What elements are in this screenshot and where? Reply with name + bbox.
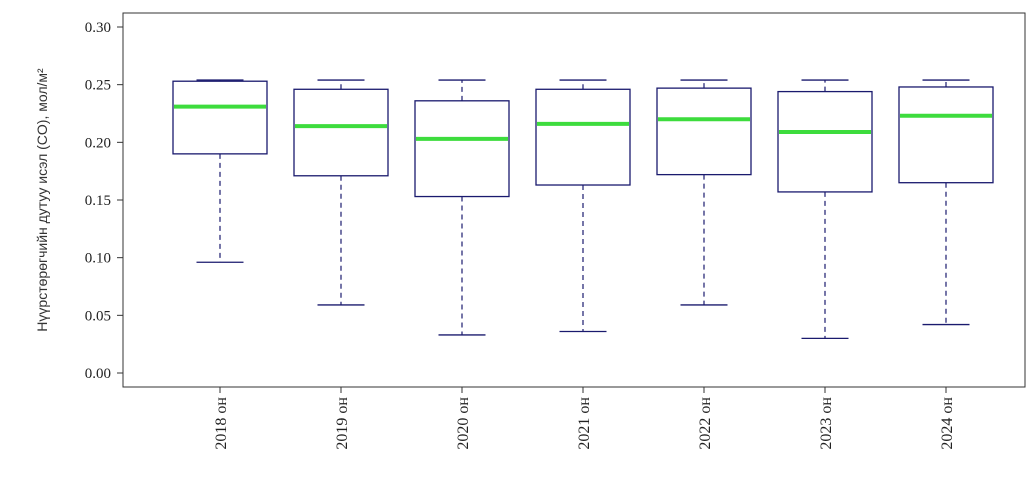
y-axis-label: Нүүрстөрөгчийн дутуу исэл (CO), мол/м² [34,68,50,332]
box-2022-он [656,79,752,306]
iqr-box [898,86,994,184]
x-tick-label: 2019 он [334,397,351,450]
y-tick-label: 0.25 [85,78,111,94]
y-axis: 0.00 0.05 0.10 0.15 0.20 0.25 0.30 [85,20,123,382]
y-tick-label: 0.30 [85,20,111,36]
box-2019-он [293,79,389,306]
iqr-box [777,90,873,193]
x-tick-label: 2022 он [697,397,714,450]
y-tick-label: 0.10 [85,251,111,267]
y-tick-label: 0.15 [85,193,111,209]
boxes-group [172,79,994,340]
box-2024-он [898,79,994,326]
iqr-box [535,88,631,186]
box-2021-он [535,79,631,333]
y-tick-label: 0.05 [85,308,111,324]
x-tick-label: 2018 он [213,397,230,450]
x-tick-label: 2021 он [576,397,593,450]
iqr-box [293,88,389,177]
iqr-box [172,80,268,155]
x-tick-label: 2024 он [939,397,956,450]
box-2023-он [777,79,873,340]
x-axis: 2018 он 2019 он 2020 он 2021 он 2022 он 2023 … [213,387,956,450]
y-tick-label: 0.00 [85,366,111,382]
box-2020-он [414,79,510,336]
x-tick-label: 2020 он [455,397,472,450]
iqr-box [656,87,752,176]
y-tick-label: 0.20 [85,135,111,151]
box-2018-он [172,79,268,263]
x-tick-label: 2023 он [818,397,835,450]
iqr-box [414,100,510,198]
